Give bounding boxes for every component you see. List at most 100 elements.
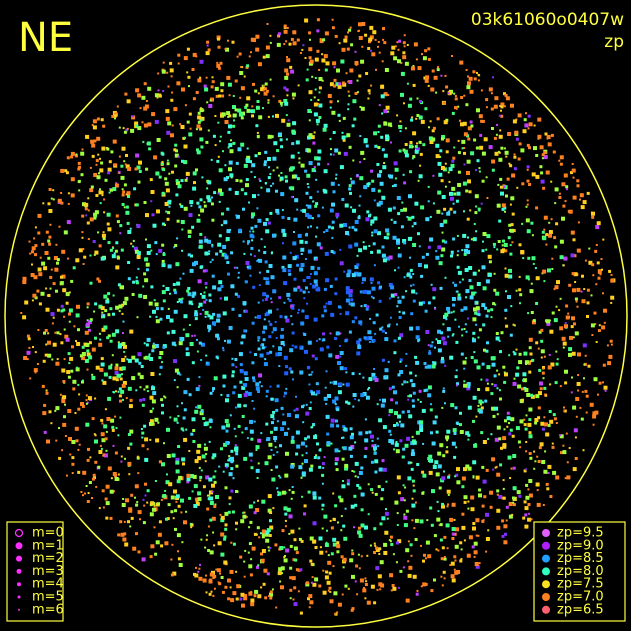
star bbox=[388, 297, 391, 300]
star bbox=[530, 282, 533, 285]
star bbox=[497, 183, 500, 186]
star bbox=[363, 455, 367, 459]
star bbox=[291, 576, 296, 581]
star bbox=[68, 312, 71, 316]
star bbox=[197, 306, 200, 308]
star bbox=[418, 245, 421, 248]
star bbox=[439, 523, 443, 527]
star bbox=[196, 218, 201, 223]
star bbox=[189, 268, 194, 273]
star bbox=[176, 237, 179, 240]
star bbox=[350, 43, 354, 47]
star bbox=[571, 168, 576, 173]
star bbox=[473, 223, 476, 225]
star bbox=[292, 241, 297, 246]
star bbox=[503, 380, 507, 384]
star bbox=[510, 103, 514, 108]
star bbox=[177, 445, 181, 448]
star bbox=[396, 196, 401, 200]
star bbox=[92, 473, 96, 477]
star bbox=[37, 213, 42, 218]
star bbox=[185, 347, 189, 351]
star bbox=[275, 208, 280, 213]
star bbox=[267, 546, 270, 549]
star bbox=[188, 213, 193, 218]
star bbox=[181, 402, 183, 405]
star bbox=[271, 421, 274, 425]
star bbox=[167, 211, 171, 215]
star bbox=[284, 315, 288, 319]
star bbox=[481, 249, 485, 253]
star bbox=[512, 501, 515, 504]
star bbox=[275, 189, 278, 193]
star bbox=[295, 551, 299, 555]
star bbox=[571, 272, 575, 276]
star bbox=[222, 347, 225, 349]
star bbox=[459, 60, 464, 65]
star bbox=[264, 150, 268, 154]
star bbox=[166, 473, 168, 476]
star bbox=[412, 484, 415, 487]
star bbox=[359, 161, 362, 164]
star bbox=[219, 572, 221, 575]
star bbox=[318, 86, 322, 90]
star bbox=[351, 549, 354, 552]
star bbox=[438, 261, 443, 266]
star bbox=[351, 470, 354, 472]
star bbox=[331, 220, 335, 224]
star bbox=[272, 410, 276, 414]
star bbox=[397, 266, 400, 269]
star bbox=[75, 367, 80, 372]
star bbox=[380, 403, 385, 408]
star bbox=[532, 319, 536, 323]
star bbox=[476, 365, 481, 370]
star bbox=[198, 576, 203, 581]
star bbox=[242, 207, 245, 211]
star bbox=[230, 139, 232, 142]
zp-marker bbox=[542, 593, 550, 601]
star bbox=[378, 582, 383, 587]
star bbox=[75, 313, 80, 318]
star bbox=[382, 258, 387, 263]
star bbox=[475, 169, 477, 172]
star bbox=[281, 572, 283, 575]
star bbox=[441, 584, 444, 587]
star bbox=[160, 162, 164, 166]
star bbox=[261, 549, 266, 553]
star bbox=[437, 245, 442, 250]
star bbox=[247, 551, 250, 554]
star bbox=[264, 358, 267, 361]
star bbox=[208, 494, 211, 497]
star bbox=[292, 256, 297, 261]
star bbox=[475, 306, 480, 311]
star bbox=[215, 252, 219, 256]
star bbox=[29, 377, 32, 380]
star bbox=[260, 385, 263, 388]
star bbox=[127, 195, 130, 198]
star bbox=[465, 189, 469, 193]
star bbox=[198, 384, 201, 387]
star bbox=[255, 449, 258, 451]
star bbox=[146, 141, 151, 146]
star bbox=[523, 118, 527, 122]
star bbox=[339, 351, 344, 355]
star bbox=[204, 238, 209, 243]
star bbox=[515, 372, 520, 377]
star bbox=[610, 273, 613, 276]
star bbox=[139, 107, 142, 110]
star bbox=[328, 571, 332, 575]
star bbox=[211, 243, 214, 246]
star bbox=[270, 397, 274, 401]
star bbox=[407, 461, 411, 465]
star bbox=[269, 525, 274, 530]
star bbox=[550, 362, 555, 367]
star bbox=[412, 404, 415, 408]
star bbox=[151, 213, 155, 217]
star bbox=[541, 371, 545, 375]
star bbox=[411, 145, 414, 148]
star bbox=[160, 498, 163, 501]
star bbox=[526, 199, 529, 202]
star bbox=[585, 394, 589, 398]
star bbox=[235, 597, 239, 601]
star bbox=[114, 415, 117, 418]
